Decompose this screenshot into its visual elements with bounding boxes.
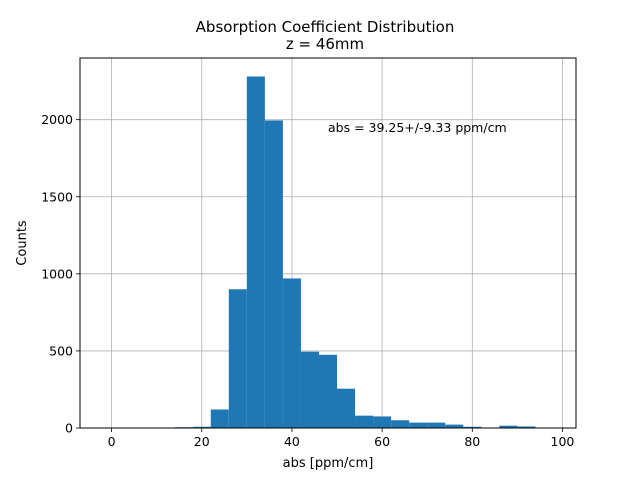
histogram-bar [228,289,247,428]
x-tick-label: 100 [551,434,575,449]
chart-subtitle: z = 46mm [286,35,364,53]
x-tick-label: 40 [284,434,300,449]
histogram-bars [174,76,536,428]
x-tick-label: 20 [194,434,210,449]
histogram-bar [318,354,338,428]
histogram-bar [409,422,428,428]
y-tick-label: 1500 [41,189,73,204]
x-tick-label: 80 [464,434,480,449]
histogram-bar [373,416,392,428]
histogram-bar [264,120,283,428]
x-axis-label: abs [ppm/cm] [283,456,374,471]
mean-annotation: abs = 39.25+/-9.33 ppm/cm [328,120,507,135]
chart-title: Absorption Coefficient Distribution [196,18,455,36]
histogram-bar [499,425,518,428]
y-tick-label: 500 [49,343,73,358]
x-axis-ticks: 0 20 40 60 80 100 [108,428,575,449]
histogram-bar [282,278,301,428]
histogram-bar [300,351,319,428]
histogram-bar [192,426,211,428]
histogram-bar [445,424,464,428]
y-tick-label: 2000 [41,112,73,127]
x-tick-label: 60 [374,434,390,449]
histogram-bar [337,388,356,428]
y-axis-ticks: 0 500 1000 1500 2000 [41,112,80,436]
x-tick-label: 0 [108,434,116,449]
y-axis-label: Counts [15,220,30,266]
y-tick-label: 0 [65,421,73,436]
histogram-bar [210,409,229,428]
plot-frame [79,57,577,429]
histogram-bar [355,415,374,428]
histogram-bar [246,76,265,428]
histogram-bar [517,426,536,428]
histogram-bar [427,422,446,428]
y-tick-label: 1000 [41,266,73,281]
histogram-bar [463,426,482,428]
histogram-bar [391,420,410,428]
